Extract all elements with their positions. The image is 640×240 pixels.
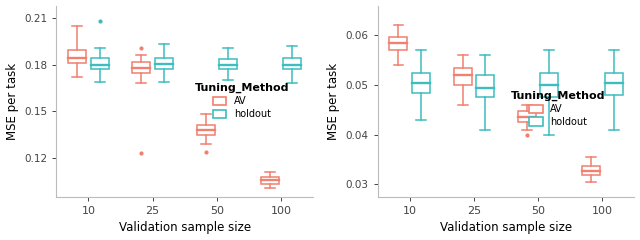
Bar	[605, 73, 623, 95]
Bar	[284, 58, 301, 69]
X-axis label: Validation sample size: Validation sample size	[440, 222, 572, 234]
Bar	[390, 37, 408, 50]
X-axis label: Validation sample size: Validation sample size	[118, 222, 251, 234]
Bar	[68, 50, 86, 63]
Bar	[582, 166, 600, 175]
Bar	[219, 59, 237, 69]
Y-axis label: MSE per task: MSE per task	[327, 63, 340, 140]
Bar	[476, 75, 494, 97]
Y-axis label: MSE per task: MSE per task	[6, 63, 19, 140]
Bar	[540, 73, 558, 97]
Bar	[454, 68, 472, 85]
Bar	[196, 125, 214, 135]
Bar	[155, 58, 173, 69]
Legend: AV, holdout: AV, holdout	[195, 83, 289, 119]
Bar	[260, 177, 279, 184]
Legend: AV, holdout: AV, holdout	[511, 91, 605, 127]
Bar	[518, 111, 536, 122]
Bar	[132, 61, 150, 73]
Bar	[91, 58, 109, 69]
Bar	[412, 73, 430, 92]
